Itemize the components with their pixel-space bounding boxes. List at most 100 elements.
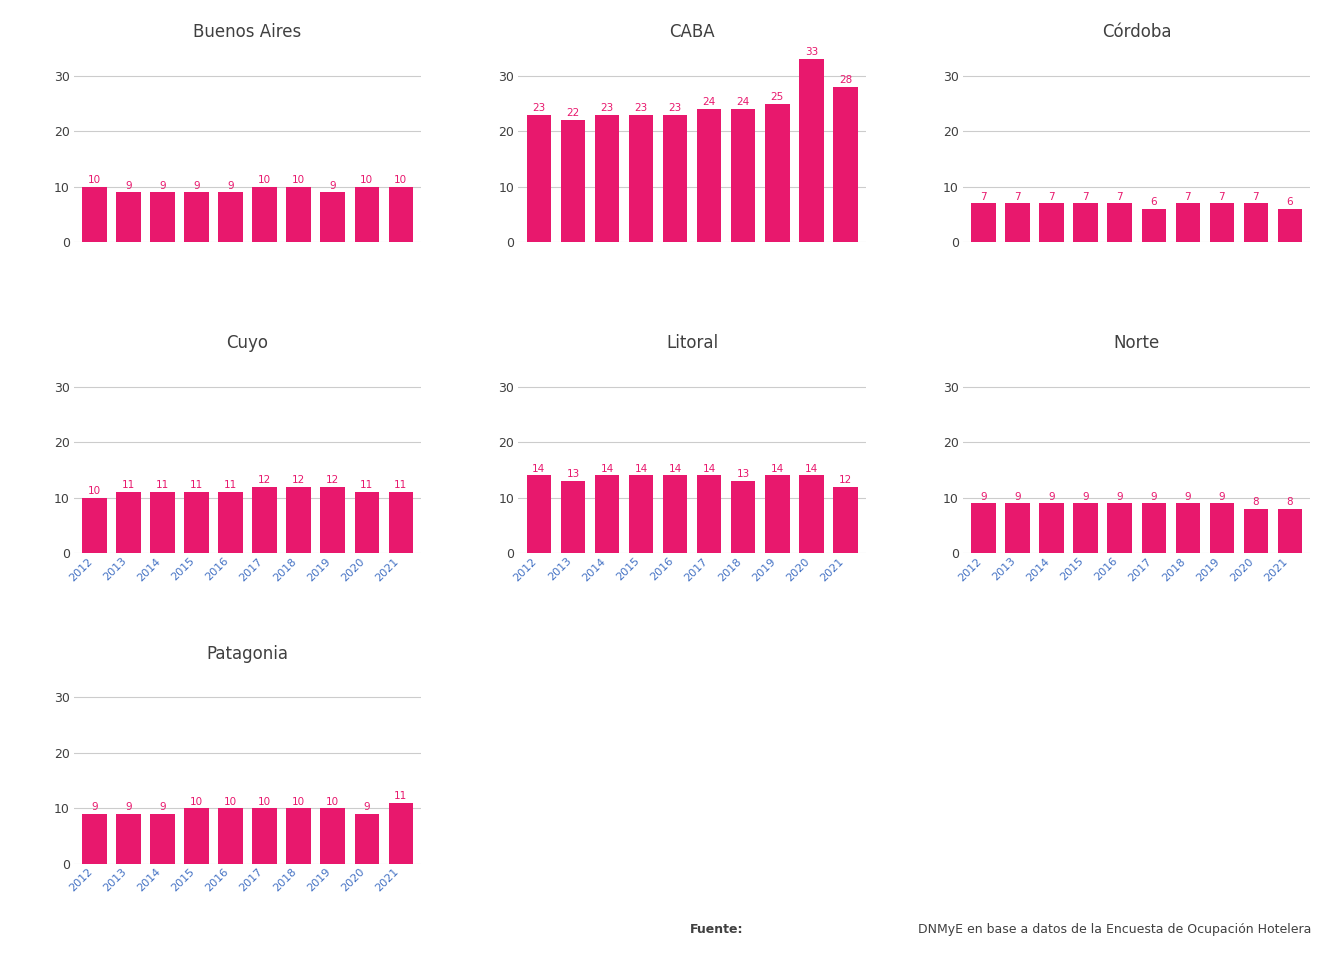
Text: 9: 9 [1219,492,1226,501]
Text: 9: 9 [1150,492,1157,501]
Bar [286,187,310,242]
Bar [388,803,413,864]
Bar [218,192,243,242]
Bar [1210,204,1234,242]
Bar [355,814,379,864]
Bar [286,808,310,864]
Bar [1074,204,1098,242]
Bar [595,475,620,553]
Bar [833,86,857,242]
Bar [1074,503,1098,553]
Bar [698,475,722,553]
Text: 9: 9 [227,180,234,191]
Bar [253,487,277,553]
Bar [151,192,175,242]
Text: 10: 10 [292,175,305,185]
Bar [1005,503,1030,553]
Text: 9: 9 [1015,492,1021,501]
Text: 7: 7 [1184,192,1191,202]
Bar [800,475,824,553]
Text: 7: 7 [1253,192,1259,202]
Text: 10: 10 [87,486,101,496]
Text: 14: 14 [668,464,681,474]
Text: 8: 8 [1286,497,1293,507]
Bar [1243,509,1269,553]
Bar [560,120,585,242]
Text: 13: 13 [566,469,579,479]
Bar [388,492,413,553]
Text: DNMyE en base a datos de la Encuesta de Ocupación Hotelera: DNMyE en base a datos de la Encuesta de … [914,923,1312,936]
Title: CABA: CABA [669,23,715,41]
Text: 11: 11 [122,480,134,491]
Text: 9: 9 [125,803,132,812]
Text: 11: 11 [394,791,407,802]
Bar [560,481,585,553]
Text: 10: 10 [292,797,305,806]
Bar [527,475,551,553]
Text: 9: 9 [1117,492,1124,501]
Bar [629,475,653,553]
Bar [320,487,345,553]
Text: 7: 7 [1219,192,1226,202]
Bar [151,814,175,864]
Bar [972,204,996,242]
Text: 12: 12 [292,475,305,485]
Title: Norte: Norte [1114,334,1160,351]
Text: 14: 14 [601,464,614,474]
Bar [388,187,413,242]
Bar [1005,204,1030,242]
Bar [972,503,996,553]
Title: Patagonia: Patagonia [207,644,289,662]
Text: 22: 22 [566,108,579,118]
Text: 12: 12 [327,475,339,485]
Bar [1141,503,1167,553]
Text: 25: 25 [770,92,784,102]
Text: 11: 11 [224,480,237,491]
Bar [320,192,345,242]
Text: 9: 9 [194,180,200,191]
Bar [116,492,141,553]
Text: 24: 24 [737,97,750,108]
Text: 9: 9 [125,180,132,191]
Text: 11: 11 [156,480,169,491]
Bar [731,109,755,242]
Bar [1278,209,1302,242]
Text: 10: 10 [190,797,203,806]
Bar [82,187,106,242]
Bar [629,114,653,242]
Bar [184,808,208,864]
Bar [698,109,722,242]
Bar [800,60,824,242]
Bar [218,808,243,864]
Text: 11: 11 [360,480,374,491]
Text: 23: 23 [532,103,546,113]
Bar [663,114,687,242]
Bar [527,114,551,242]
Bar [82,814,106,864]
Text: 9: 9 [1184,492,1191,501]
Text: 7: 7 [1048,192,1055,202]
Text: 13: 13 [737,469,750,479]
Text: 9: 9 [159,180,165,191]
Bar [116,814,141,864]
Text: 9: 9 [159,803,165,812]
Text: 9: 9 [980,492,986,501]
Bar [355,187,379,242]
Bar [765,475,789,553]
Bar [253,187,277,242]
Bar [218,492,243,553]
Bar [1039,204,1064,242]
Text: 6: 6 [1286,198,1293,207]
Text: Fuente:: Fuente: [689,923,743,936]
Text: 10: 10 [360,175,374,185]
Bar [1210,503,1234,553]
Text: 11: 11 [190,480,203,491]
Text: 14: 14 [805,464,818,474]
Text: 10: 10 [224,797,237,806]
Title: Cuyo: Cuyo [227,334,269,351]
Text: 24: 24 [703,97,716,108]
Text: 10: 10 [258,175,271,185]
Text: 14: 14 [703,464,716,474]
Bar [1107,204,1132,242]
Bar [833,487,857,553]
